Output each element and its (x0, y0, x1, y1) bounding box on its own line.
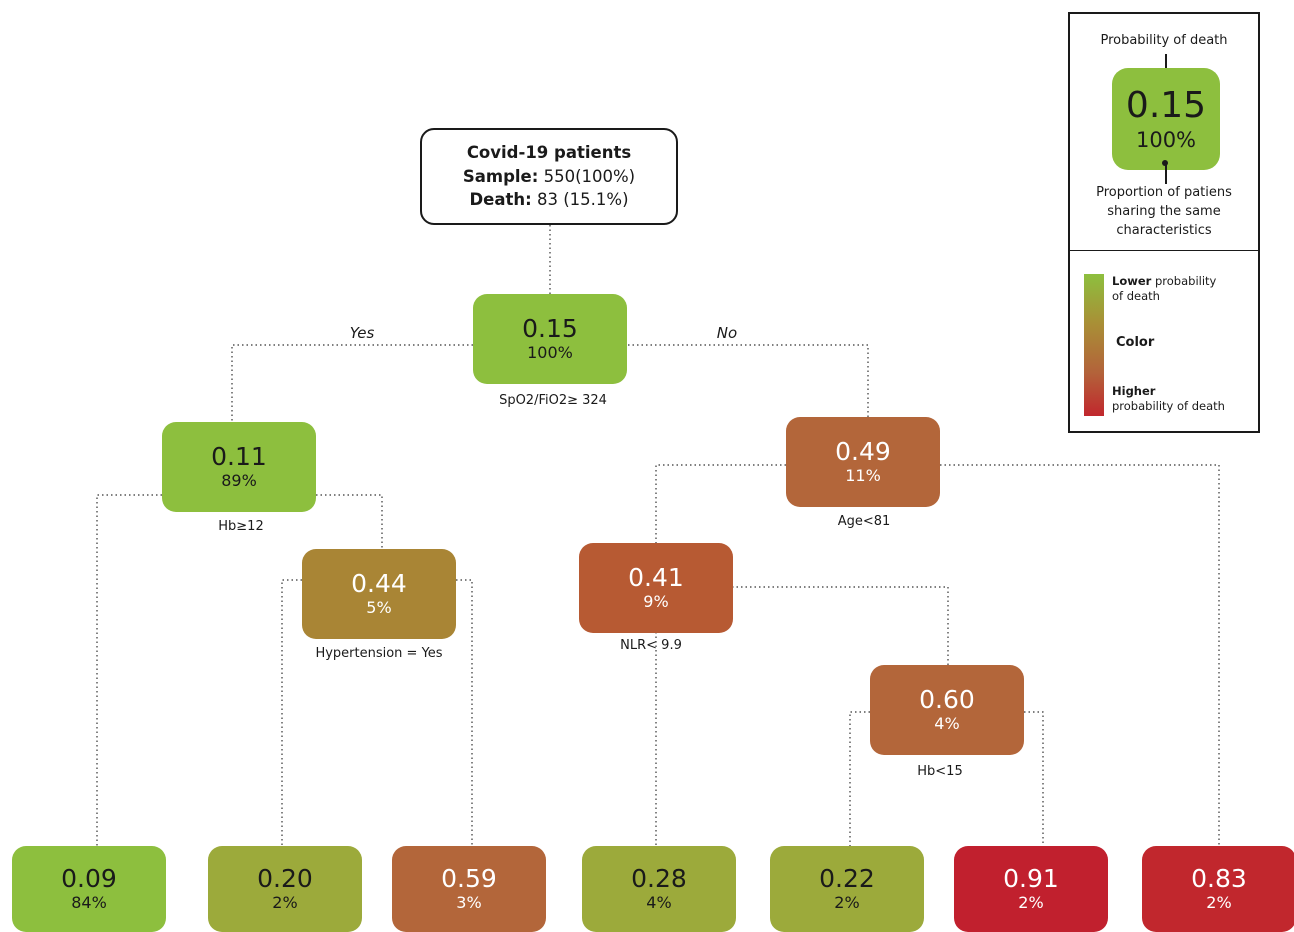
node-proportion: 100% (527, 342, 573, 362)
split-rule-hb15: Hb<15 (917, 764, 963, 779)
connector-right-to-nlr (655, 464, 786, 543)
legend-lower-label: Lower probability of death (1112, 274, 1216, 304)
node-proportion: 2% (1206, 892, 1232, 912)
legend-higher-bold: Higher (1112, 384, 1156, 398)
node-proportion: 2% (1018, 892, 1044, 912)
legend-bottom-line-2: sharing the same (1107, 203, 1221, 219)
node-probability: 0.49 (835, 437, 891, 467)
legend-bottom-label: Proportion of patiens sharing the same c… (1070, 184, 1258, 241)
node-hypertension: 0.44 5% (302, 549, 456, 639)
legend-lower-rest: probability (1151, 274, 1217, 288)
legend-higher-label: Higher probability of death (1112, 384, 1225, 414)
root-title: Covid-19 patients (466, 142, 632, 162)
connector-left-to-leaf1 (96, 494, 162, 846)
legend-example-probability: 0.15 (1125, 84, 1207, 126)
node-probability: 0.44 (351, 569, 407, 599)
split-rule-hypertension: Hypertension = Yes (315, 646, 443, 661)
node-proportion: 9% (643, 591, 669, 611)
death-label: Death: (469, 190, 532, 210)
connector-right-to-leaf7 (940, 464, 1220, 846)
color-gradient-bar (1084, 274, 1104, 416)
node-proportion: 2% (272, 892, 298, 912)
legend-connector-bottom (1165, 164, 1167, 184)
node-probability: 0.59 (441, 864, 497, 894)
leaf-node-7: 0.83 2% (1142, 846, 1294, 932)
split-rule-spo2: SpO2/FiO2≥ 324 (499, 393, 607, 408)
death-value: 83 (15.1%) (531, 190, 629, 210)
node-probability: 0.22 (819, 864, 875, 894)
node-probability: 0.09 (61, 864, 117, 894)
node-probability: 0.60 (919, 685, 975, 715)
legend-example-proportion: 100% (1135, 127, 1197, 152)
node-hb15: 0.60 4% (870, 665, 1024, 755)
split-rule-age: Age<81 (837, 514, 891, 529)
connector-no-branch (628, 344, 869, 417)
connector-yes-branch (231, 344, 473, 422)
root-sample-line: Sample: 550(100%) (463, 165, 635, 189)
connector-hyper-to-leaf3 (456, 579, 473, 846)
connector-hb15-to-leaf5 (849, 711, 870, 846)
split-rule-nlr: NLR< 9.9 (620, 638, 682, 653)
node-probability: 0.11 (211, 442, 267, 472)
leaf-node-6: 0.91 2% (954, 846, 1108, 932)
node-proportion: 89% (221, 470, 257, 490)
connector-hb15-to-leaf6 (1024, 711, 1044, 846)
connector-left-to-hyper (316, 494, 383, 549)
node-proportion: 84% (71, 892, 107, 912)
split-rule-hb12: Hb≥12 (218, 519, 264, 534)
node-right: 0.49 11% (786, 417, 940, 507)
node-left: 0.11 89% (162, 422, 316, 512)
legend-color-label: Color (1116, 335, 1155, 350)
node-proportion: 4% (646, 892, 672, 912)
legend-example-node: 0.15 100% (1112, 68, 1220, 170)
node-probability: 0.15 (522, 314, 578, 344)
root-death-line: Death: 83 (15.1%) (469, 188, 628, 212)
node-proportion: 5% (366, 597, 392, 617)
branch-label-yes: Yes (349, 324, 375, 342)
legend-lower-line-2: of death (1112, 288, 1160, 303)
connector-nlr-to-hb15 (732, 586, 949, 665)
legend-higher-line-2: probability of death (1112, 398, 1225, 413)
sample-label: Sample: (462, 166, 539, 186)
legend-connector-top (1165, 54, 1167, 72)
node-probability: 0.28 (631, 864, 687, 894)
legend-panel: Probability of death 0.15 100% Proportio… (1068, 12, 1260, 433)
legend-lower-bold: Lower (1112, 274, 1152, 288)
node-probability: 0.41 (628, 563, 684, 593)
node-probability: 0.91 (1003, 864, 1059, 894)
node-proportion: 11% (845, 465, 881, 485)
node-nlr: 0.41 9% (579, 543, 733, 633)
connector-hyper-to-leaf2 (281, 579, 302, 846)
leaf-node-5: 0.22 2% (770, 846, 924, 932)
leaf-node-4: 0.28 4% (582, 846, 736, 932)
node-probability: 0.83 (1191, 864, 1247, 894)
legend-divider (1070, 250, 1258, 251)
sample-value: 550(100%) (538, 166, 636, 186)
node-root-split: 0.15 100% (473, 294, 627, 384)
legend-bottom-line-1: Proportion of patiens (1096, 185, 1232, 200)
node-proportion: 4% (934, 713, 960, 733)
root-info-box: Covid-19 patients Sample: 550(100%) Deat… (420, 128, 678, 225)
leaf-node-2: 0.20 2% (208, 846, 362, 932)
legend-top-label: Probability of death (1100, 33, 1228, 48)
legend-bottom-line-3: characteristics (1116, 222, 1212, 238)
branch-label-no: No (716, 324, 738, 342)
leaf-node-1: 0.09 84% (12, 846, 166, 932)
node-probability: 0.20 (257, 864, 313, 894)
leaf-node-3: 0.59 3% (392, 846, 546, 932)
node-proportion: 3% (456, 892, 482, 912)
node-proportion: 2% (834, 892, 860, 912)
legend-dot-bottom (1162, 160, 1168, 166)
